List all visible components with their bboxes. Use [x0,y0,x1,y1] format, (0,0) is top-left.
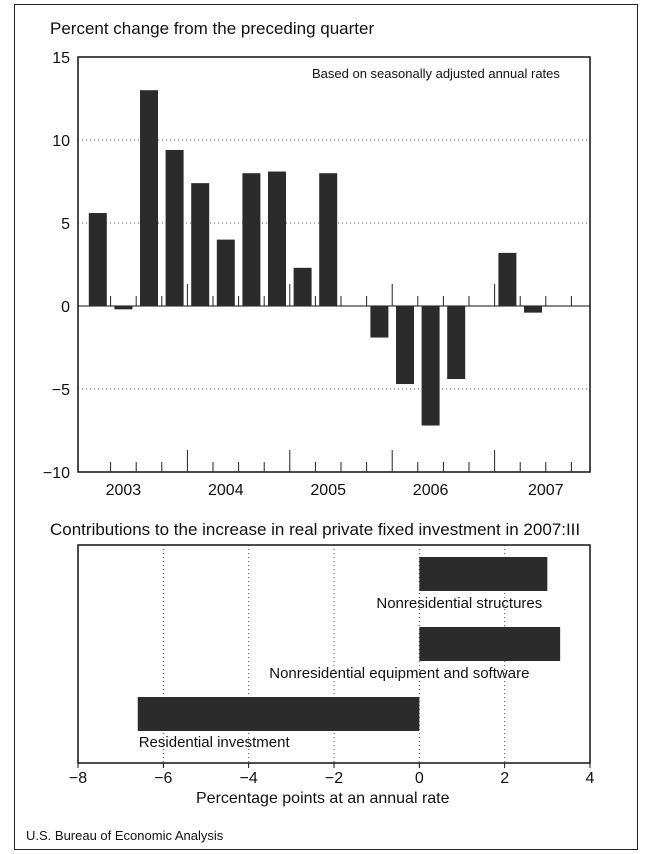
top-chart-title: Percent change from the preceding quarte… [50,19,375,38]
top-x-year-label: 2006 [413,482,449,499]
top-bar [216,239,235,306]
bottom-chart-title: Contributions to the increase in real pr… [50,520,581,539]
top-bar [140,90,158,306]
bottom-bar [419,627,561,661]
bottom-bar-label: Nonresidential equipment and software [269,665,529,682]
top-bar [268,171,286,306]
bottom-bar [419,557,548,591]
bottom-chart-x-axis-label: Percentage points at an annual rate [196,790,450,807]
bottom-x-tick-label: −4 [240,770,258,787]
top-bar [165,149,184,306]
bottom-x-tick-label: 2 [500,770,509,787]
top-bar [498,252,517,306]
bottom-x-tick-label: −2 [325,770,343,787]
bottom-x-tick-label: 4 [586,770,595,787]
bottom-bar [137,697,420,731]
top-bar [191,183,210,306]
top-bar [293,267,312,306]
top-bar [447,306,466,380]
top-plot-border [77,56,591,473]
bottom-plot-border [77,544,591,764]
bottom-x-tick-label: −6 [154,770,172,787]
top-x-year-label: 2004 [208,482,244,499]
bottom-x-tick-label: −8 [69,770,87,787]
top-bar [114,306,133,310]
bottom-x-tick-label: 0 [415,770,424,787]
top-bar [370,306,389,338]
top-bar [421,306,440,426]
source-note: U.S. Bureau of Economic Analysis [26,828,224,843]
top-y-tick-label: 0 [61,299,70,316]
top-bar [88,213,107,306]
top-y-tick-label: −10 [43,465,70,482]
top-y-tick-label: −5 [52,382,70,399]
top-x-year-label: 2003 [106,482,142,499]
top-bar [524,306,542,313]
top-y-tick-label: 10 [52,133,70,150]
top-chart-annotation: Based on seasonally adjusted annual rate… [312,66,560,81]
top-x-year-label: 2007 [528,482,564,499]
top-bar [319,173,338,306]
bottom-bar-label: Residential investment [139,734,291,751]
top-x-year-label: 2005 [310,482,346,499]
top-bar [396,306,414,385]
top-y-tick-label: 15 [52,50,70,67]
top-y-tick-label: 5 [61,216,70,233]
bottom-bar-label: Nonresidential structures [376,595,542,612]
top-bar [242,173,261,306]
